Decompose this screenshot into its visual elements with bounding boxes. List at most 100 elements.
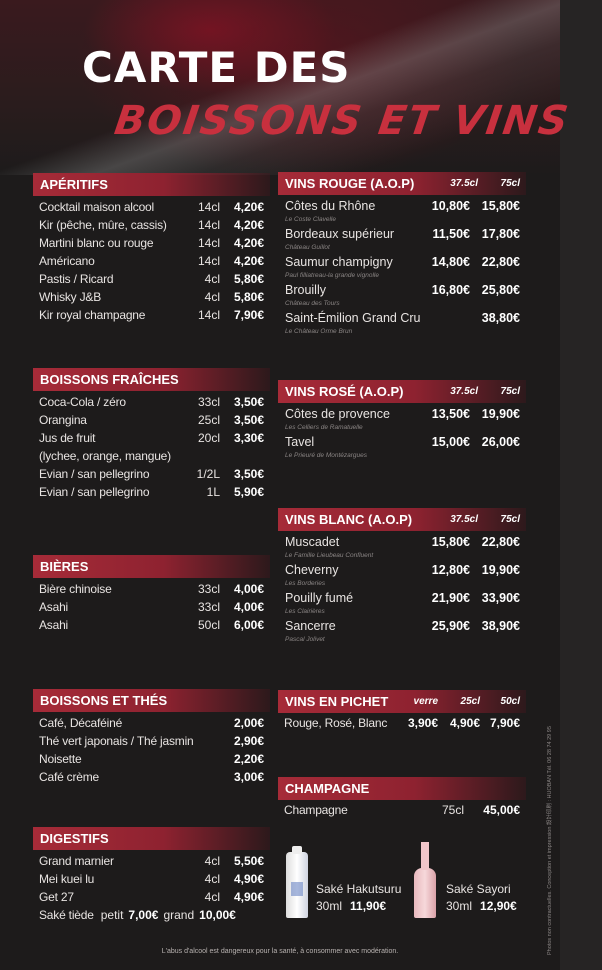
section-bieres: BIÈRES Bière chinoise 33cl 4,00€ Asahi 33cl 4,… xyxy=(33,555,270,636)
section-boissons-fraiches: BOISSONS FRAÎCHES Coca-Cola / zéro 33cl 3,5… xyxy=(33,368,270,503)
menu-row: Whisky J&B 4cl 5,80€ xyxy=(33,290,270,308)
item-name: Kir (pêche, mûre, cassis) xyxy=(39,218,167,232)
wine-prices: 15,00€ 26,00€ xyxy=(424,434,520,451)
item-price: 45,00€ xyxy=(483,803,520,817)
wine-producer: Le Famille Lieubeau Confluent xyxy=(285,552,374,559)
section-boissons-thes: BOISSONS ET THÉS Café, Décaféiné 2,00€ Thé … xyxy=(33,689,270,788)
menu-row-sake-tiede: Saké tiède petit 7,00€ grand 10,00€ xyxy=(33,908,270,926)
menu-row: Mei kuei lu 4cl 4,90€ xyxy=(33,872,270,890)
wine-producer: Château des Tours xyxy=(285,300,340,307)
item-volume: 4cl xyxy=(204,872,220,886)
wine-prices: 14,80€ 22,80€ xyxy=(424,254,520,271)
wine-prices: 10,80€ 15,80€ xyxy=(424,198,520,215)
price-75cl: 19,90€ xyxy=(481,407,520,421)
size-label: petit xyxy=(100,908,124,922)
wine-prices: 38,80€ xyxy=(470,310,520,327)
item-volume: 4cl xyxy=(204,890,220,904)
section-header: CHAMPAGNE xyxy=(278,777,526,800)
price-37-5cl: 15,80€ xyxy=(431,535,470,549)
wine-producer: Pascal Jolivet xyxy=(285,636,325,643)
item-name: Whisky J&B xyxy=(39,290,102,304)
price-37-5cl: 12,80€ xyxy=(431,563,470,577)
item-volume: 4cl xyxy=(204,272,220,286)
menu-row: Noisette 2,20€ xyxy=(33,752,270,770)
menu-row: Asahi 50cl 6,00€ xyxy=(33,618,270,636)
item-price: 11,90€ xyxy=(350,899,387,913)
item-name: Evian / san pellegrino xyxy=(39,467,150,481)
column-headers: 37.5cl 75cl xyxy=(438,172,520,195)
wine-name: Tavel xyxy=(285,435,315,449)
item-name: Saké tiède xyxy=(39,908,94,922)
item-name: Champagne xyxy=(284,803,348,817)
wine-producer: Le Prieuré de Montézargues xyxy=(285,452,368,459)
section-title: DIGESTIFS xyxy=(40,831,109,846)
wine-prices: 11,50€ 17,80€ xyxy=(424,226,520,243)
item-name: Grand marnier xyxy=(39,854,114,868)
menu-row: Orangina 25cl 3,50€ xyxy=(33,413,270,431)
menu-row: Pastis / Ricard 4cl 5,80€ xyxy=(33,272,270,290)
item-price: 7,90€ xyxy=(489,716,520,730)
section-title: VINS ROUGE (A.O.P) xyxy=(285,176,415,191)
wine-producer: Château Guillot xyxy=(285,244,330,251)
item-name: Pastis / Ricard xyxy=(39,272,114,286)
wine-prices: 25,90€ 38,90€ xyxy=(424,618,520,635)
col-header: 37.5cl xyxy=(450,178,478,189)
col-header: 75cl xyxy=(500,386,520,397)
wine-producer: Les Borderies xyxy=(285,580,326,587)
wine-name: Saumur champigny xyxy=(285,255,393,269)
wine-name: Pouilly fumé xyxy=(285,591,354,605)
menu-row: Américano 14cl 4,20€ xyxy=(33,254,270,272)
wine-row: Pouilly fumé Les Clairières 21,90€ 33,90€ xyxy=(278,590,526,618)
section-title: APÉRITIFS xyxy=(40,177,108,192)
wine-row: Côtes de provence Les Celliers de Ramatue… xyxy=(278,406,526,434)
item-name: (lychee, orange, mangue) xyxy=(39,449,171,463)
price-37-5cl: 11,50€ xyxy=(432,227,470,241)
menu-row: Cocktail maison alcool 14cl 4,20€ xyxy=(33,200,270,218)
section-items: Coca-Cola / zéro 33cl 3,50€ Orangina 25cl 3,5… xyxy=(33,395,270,503)
item-volume: 4cl xyxy=(204,290,220,304)
menu-row: (lychee, orange, mangue) xyxy=(33,449,270,467)
item-price: 3,50€ xyxy=(233,413,264,427)
item-name: Evian / san pellegrino xyxy=(39,485,150,499)
price-75cl: 25,80€ xyxy=(481,283,520,297)
price-37-5cl: 13,50€ xyxy=(431,407,470,421)
menu-row: Grand marnier 4cl 5,50€ xyxy=(33,854,270,872)
item-price: 3,30€ xyxy=(233,431,264,445)
item-price: 5,90€ xyxy=(233,485,264,499)
wine-row: Saumur champigny Paul filliatreau-la gran… xyxy=(278,254,526,282)
item-price: 3,90€ xyxy=(407,716,438,730)
section-items: Grand marnier 4cl 5,50€ Mei kuei lu 4cl 4,90€… xyxy=(33,854,270,926)
item-volume: 14cl xyxy=(197,236,220,250)
section-items: Côtes du Rhône Le Coste Clavelle 10,80€ 15,… xyxy=(278,198,526,338)
section-items: Café, Décaféiné 2,00€ Thé vert japonais / … xyxy=(33,716,270,788)
section-header: BOISSONS FRAÎCHES xyxy=(33,368,270,391)
price-75cl: 33,90€ xyxy=(481,591,520,605)
sake-sayori-bottle-image xyxy=(414,842,436,918)
section-items: Bière chinoise 33cl 4,00€ Asahi 33cl 4,00€ Asa… xyxy=(33,582,270,636)
item-price: 3,00€ xyxy=(233,770,264,784)
wine-row: Muscadet Le Famille Lieubeau Confluent 15,… xyxy=(278,534,526,562)
wine-row: Saint-Émilion Grand Cru Le Château Orme B… xyxy=(278,310,526,338)
item-price: 4,00€ xyxy=(233,582,264,596)
item-volume: 14cl xyxy=(197,254,220,268)
credits: Photos non contractuelles. Conception et… xyxy=(547,726,553,955)
section-header: VINS ROSÉ (A.O.P) 37.5cl 75cl xyxy=(278,380,526,403)
item-name: Noisette xyxy=(39,752,82,766)
item-price: 4,20€ xyxy=(233,254,264,268)
item-price: 2,20€ xyxy=(233,752,264,766)
wine-name: Muscadet xyxy=(285,535,340,549)
wine-name: Côtes du Rhône xyxy=(285,199,376,213)
price-37-5cl: 16,80€ xyxy=(431,283,470,297)
column-headers: 37.5cl 75cl xyxy=(438,380,520,403)
item-price: 5,50€ xyxy=(233,854,264,868)
item-price: 3,50€ xyxy=(233,395,264,409)
section-title: VINS EN PICHET xyxy=(285,694,389,709)
item-volume: 33cl xyxy=(197,395,220,409)
section-vins-pichet: VINS EN PICHET verre 25cl 50cl Rouge, Rosé… xyxy=(278,690,526,734)
section-header: BIÈRES xyxy=(33,555,270,578)
col-header: 37.5cl xyxy=(450,386,478,397)
price-75cl: 17,80€ xyxy=(481,227,520,241)
menu-row: Café, Décaféiné 2,00€ xyxy=(33,716,270,734)
item-name: Asahi xyxy=(39,600,69,614)
price-75cl: 15,80€ xyxy=(481,199,520,213)
